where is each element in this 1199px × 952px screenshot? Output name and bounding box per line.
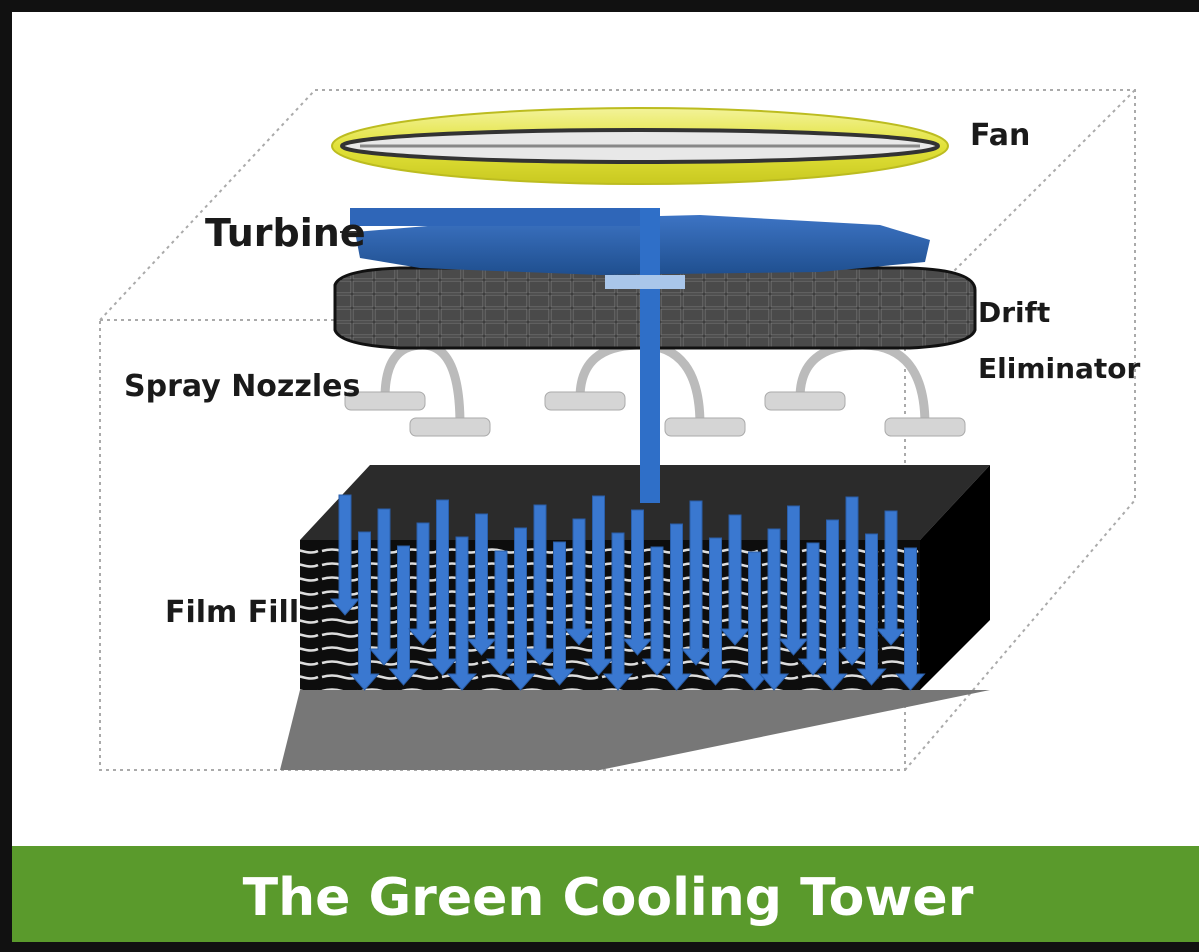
nozzle [764, 391, 846, 411]
arrow [680, 500, 712, 666]
pipe-coupling [605, 275, 685, 289]
label: Spray Nozzles [124, 369, 360, 404]
label: Film Fill [165, 595, 299, 630]
arrow [875, 510, 907, 646]
arrow [700, 537, 731, 686]
nozzle [544, 391, 626, 411]
title: The Green Cooling Tower [243, 868, 974, 928]
arrow [817, 519, 848, 691]
arrow [524, 504, 556, 666]
nozzle [409, 417, 491, 437]
arrow [544, 541, 575, 686]
arrow [368, 508, 400, 666]
nozzle [884, 417, 966, 437]
arrow [739, 551, 770, 691]
nozzle [664, 417, 746, 437]
arrow [563, 518, 595, 646]
arrow [466, 513, 497, 656]
arrow [797, 542, 829, 676]
label: Turbine [205, 211, 366, 255]
arrow [485, 550, 517, 676]
turbine-pipe [350, 208, 650, 226]
arrow [622, 509, 653, 656]
arrow [719, 514, 751, 646]
arrow [388, 545, 419, 686]
arrow [778, 505, 809, 656]
label: Eliminator [978, 352, 1141, 385]
arrow [661, 523, 692, 691]
nozzle [344, 391, 426, 411]
label: Drift [978, 296, 1050, 329]
water-arrows [329, 494, 926, 691]
arrow [446, 536, 478, 691]
arrow [895, 547, 926, 691]
arrow [407, 522, 439, 646]
label: Fan [970, 118, 1030, 153]
title-band [12, 846, 1199, 942]
arrow [427, 499, 458, 676]
arrow [505, 527, 536, 691]
feed-pipe [640, 208, 660, 503]
film-fill-side [920, 465, 990, 690]
film-fill-shadow [280, 690, 990, 770]
arrow [583, 495, 614, 676]
arrow [856, 533, 887, 686]
arrow [758, 528, 790, 691]
arrow [349, 531, 380, 691]
arrow [329, 494, 361, 616]
arrow [602, 532, 634, 691]
arrow [836, 496, 868, 666]
arrow [641, 546, 673, 676]
